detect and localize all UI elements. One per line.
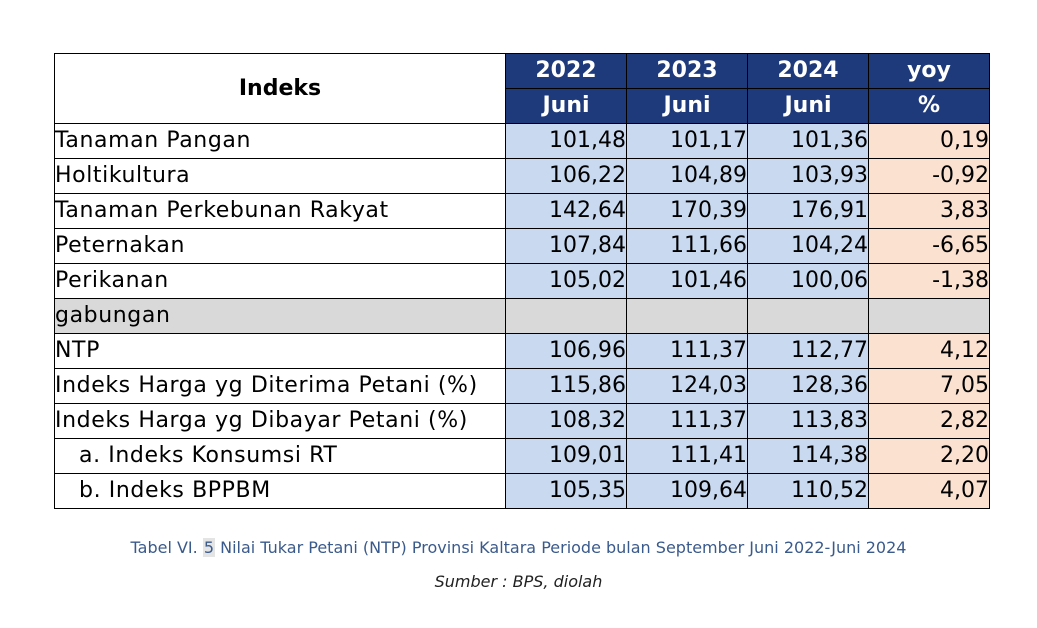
row-label: Peternakan — [54, 228, 506, 264]
value-2023: 109,64 — [626, 473, 748, 509]
value-2023: 104,89 — [626, 158, 748, 194]
value-2022: 109,01 — [505, 438, 627, 474]
value-2024: 101,36 — [747, 123, 869, 159]
value-2024: 114,38 — [747, 438, 869, 474]
value-2023: 101,46 — [626, 263, 748, 299]
row-label: Indeks Harga yg Dibayar Petani (%) — [54, 403, 506, 439]
caption-text: Nilai Tukar Petani (NTP) Provinsi Kaltar… — [220, 538, 907, 557]
row-label: Tanaman Perkebunan Rakyat — [54, 193, 506, 229]
value-2022: 106,96 — [505, 333, 627, 369]
value-2024: 104,24 — [747, 228, 869, 264]
caption-prefix: Tabel VI. — [130, 538, 198, 557]
value-2024: 110,52 — [747, 473, 869, 509]
row-label: Perikanan — [54, 263, 506, 299]
value-2022: 101,48 — [505, 123, 627, 159]
value-2023: 111,41 — [626, 438, 748, 474]
header-row-subs: Juni Juni Juni % — [55, 88, 990, 124]
value-2022: 105,02 — [505, 263, 627, 299]
table-row: Perikanan 105,02 101,46 100,06 -1,38 — [54, 263, 990, 299]
value-2022: 107,84 — [505, 228, 627, 264]
value-2022: 108,32 — [505, 403, 627, 439]
sub-header-2024: Juni — [747, 88, 869, 124]
value-2024: 100,06 — [747, 263, 869, 299]
value-2023: 101,17 — [626, 123, 748, 159]
value-2024: 176,91 — [747, 193, 869, 229]
value-2024: 103,93 — [747, 158, 869, 194]
value-2023: 124,03 — [626, 368, 748, 404]
sub-header-2023: Juni — [626, 88, 748, 124]
row-label: Tanaman Pangan — [54, 123, 506, 159]
caption-number: 5 — [202, 538, 216, 557]
indeks-header: Indeks — [54, 53, 506, 124]
value-2022: 106,22 — [505, 158, 627, 194]
row-label: gabungan — [54, 298, 506, 334]
value-yoy: 0,19 — [868, 123, 990, 159]
value-2023: 111,37 — [626, 333, 748, 369]
yoy-header: yoy — [868, 53, 990, 89]
value-2022: 115,86 — [505, 368, 627, 404]
row-label: a. Indeks Konsumsi RT — [54, 438, 506, 474]
sub-header-yoy: % — [868, 88, 990, 124]
value-2022: 142,64 — [505, 193, 627, 229]
table-row: a. Indeks Konsumsi RT 109,01 111,41 114,… — [54, 438, 990, 474]
table-row: Tanaman Pangan 101,48 101,17 101,36 0,19 — [54, 123, 990, 159]
row-label: b. Indeks BPPBM — [54, 473, 506, 509]
value-2024: 113,83 — [747, 403, 869, 439]
value-yoy: 2,20 — [868, 438, 990, 474]
value-2022: 105,35 — [505, 473, 627, 509]
value-yoy: 2,82 — [868, 403, 990, 439]
value-2024 — [747, 298, 869, 334]
row-label: Holtikultura — [54, 158, 506, 194]
value-yoy: 4,07 — [868, 473, 990, 509]
ntp-table: Indeks 2022 2023 2024 yoy Juni Juni Juni… — [54, 53, 990, 509]
value-2023: 111,37 — [626, 403, 748, 439]
year-header-2024: 2024 — [747, 53, 869, 89]
value-yoy: -6,65 — [868, 228, 990, 264]
table-row: Peternakan 107,84 111,66 104,24 -6,65 — [54, 228, 990, 264]
table-row: Indeks Harga yg Diterima Petani (%) 115,… — [54, 368, 990, 404]
table-caption: Tabel VI. 5 Nilai Tukar Petani (NTP) Pro… — [0, 538, 1037, 557]
value-yoy: -1,38 — [868, 263, 990, 299]
sub-header-2022: Juni — [505, 88, 627, 124]
source-note: Sumber : BPS, diolah — [434, 572, 603, 591]
value-2022 — [505, 298, 627, 334]
table-row-group: gabungan — [54, 298, 990, 334]
header-row-years: Indeks 2022 2023 2024 yoy — [54, 53, 990, 124]
year-header-2023: 2023 — [626, 53, 748, 89]
table-row: Holtikultura 106,22 104,89 103,93 -0,92 — [54, 158, 990, 194]
value-2023: 111,66 — [626, 228, 748, 264]
table-row: b. Indeks BPPBM 105,35 109,64 110,52 4,0… — [54, 473, 990, 509]
table-row: Indeks Harga yg Dibayar Petani (%) 108,3… — [54, 403, 990, 439]
value-yoy: -0,92 — [868, 158, 990, 194]
value-2024: 128,36 — [747, 368, 869, 404]
value-yoy: 3,83 — [868, 193, 990, 229]
value-2024: 112,77 — [747, 333, 869, 369]
value-2023: 170,39 — [626, 193, 748, 229]
row-label: Indeks Harga yg Diterima Petani (%) — [54, 368, 506, 404]
value-yoy: 4,12 — [868, 333, 990, 369]
value-yoy — [868, 298, 990, 334]
table-row: NTP 106,96 111,37 112,77 4,12 — [54, 333, 990, 369]
value-2023 — [626, 298, 748, 334]
value-yoy: 7,05 — [868, 368, 990, 404]
table-row: Tanaman Perkebunan Rakyat 142,64 170,39 … — [54, 193, 990, 229]
row-label: NTP — [54, 333, 506, 369]
year-header-2022: 2022 — [505, 53, 627, 89]
